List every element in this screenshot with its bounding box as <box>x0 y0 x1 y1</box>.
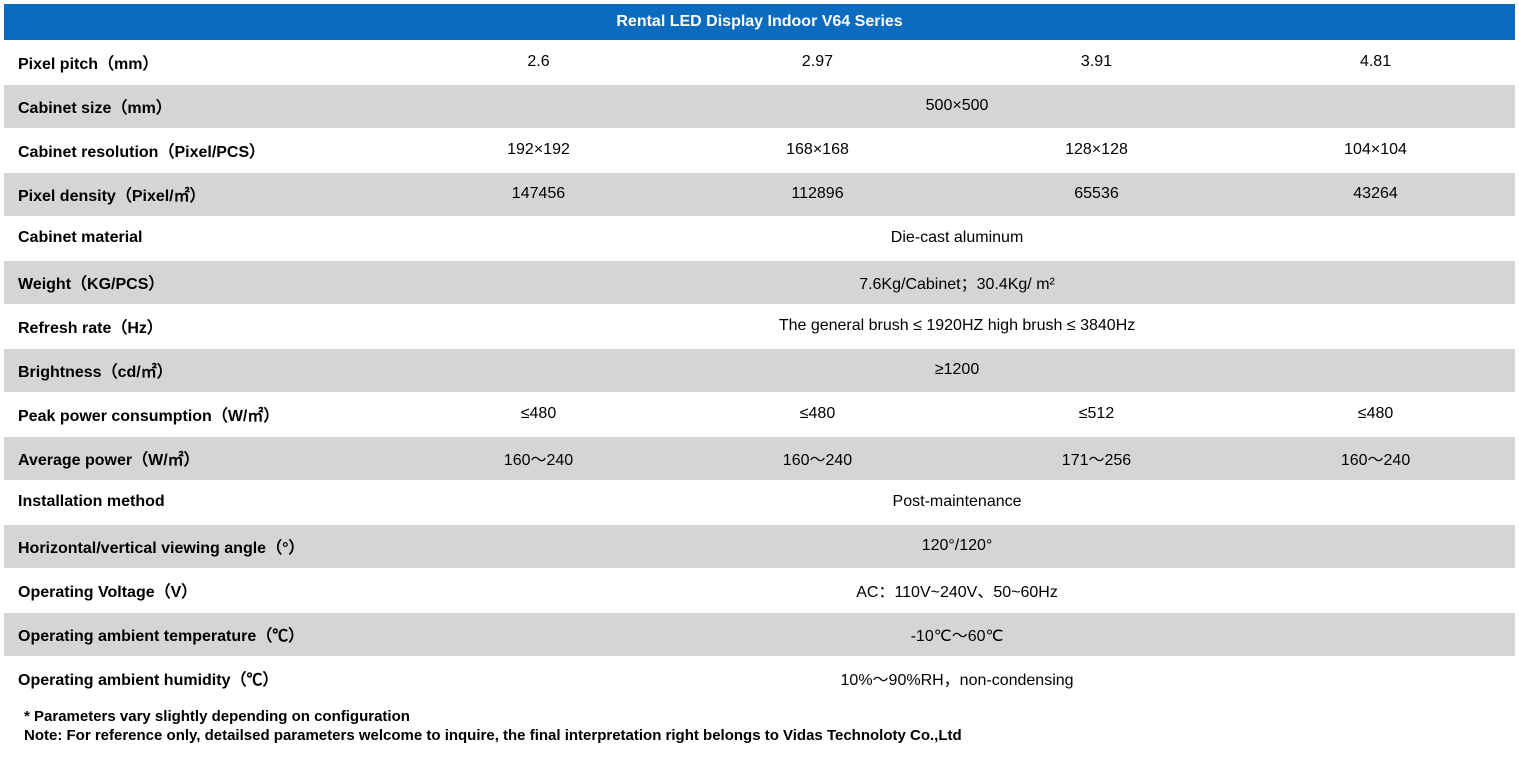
row-label: Operating ambient humidity（℃） <box>4 656 399 700</box>
footnote-line-1: * Parameters vary slightly depending on … <box>24 707 1515 727</box>
table-row: Horizontal/vertical viewing angle（°）120°… <box>4 524 1515 568</box>
row-label: Brightness（cd/㎡） <box>4 348 399 392</box>
row-label: Cabinet material <box>4 216 399 260</box>
row-value: 192×192 <box>399 128 678 172</box>
row-label: Refresh rate（Hz） <box>4 304 399 348</box>
row-value: 160～240 <box>399 436 678 480</box>
table-row: Operating Voltage（V）AC：110V~240V、50~60Hz <box>4 568 1515 612</box>
row-value: 2.6 <box>399 40 678 84</box>
row-value: 112896 <box>678 172 957 216</box>
row-value: 120°/120° <box>399 524 1515 568</box>
table-row: Installation methodPost-maintenance <box>4 480 1515 524</box>
row-value: 2.97 <box>678 40 957 84</box>
table-row: Brightness（cd/㎡）≥1200 <box>4 348 1515 392</box>
row-value: ≤480 <box>399 392 678 436</box>
row-label: Operating Voltage（V） <box>4 568 399 612</box>
table-row: Cabinet resolution（Pixel/PCS）192×192168×… <box>4 128 1515 172</box>
row-value: ≤480 <box>1236 392 1515 436</box>
row-label: Horizontal/vertical viewing angle（°） <box>4 524 399 568</box>
row-value: 171～256 <box>957 436 1236 480</box>
row-label: Pixel pitch（mm） <box>4 40 399 84</box>
table-row: Operating ambient temperature（℃）-10℃～60℃ <box>4 612 1515 656</box>
row-label: Average power（W/㎡） <box>4 436 399 480</box>
table-row: Cabinet size（mm）500×500 <box>4 84 1515 128</box>
row-value: The general brush ≤ 1920HZ high brush ≤ … <box>399 304 1515 348</box>
table-title: Rental LED Display Indoor V64 Series <box>4 4 1515 40</box>
row-value: 65536 <box>957 172 1236 216</box>
table-row: Refresh rate（Hz）The general brush ≤ 1920… <box>4 304 1515 348</box>
row-label: Pixel density（Pixel/㎡） <box>4 172 399 216</box>
row-value: AC：110V~240V、50~60Hz <box>399 568 1515 612</box>
footnote-line-2: Note: For reference only, detailsed para… <box>24 726 1515 746</box>
row-value: Post-maintenance <box>399 480 1515 524</box>
table-row: Operating ambient humidity（℃）10%～90%RH，n… <box>4 656 1515 700</box>
table-row: Weight（KG/PCS）7.6Kg/Cabinet；30.4Kg/ m² <box>4 260 1515 304</box>
row-label: Cabinet resolution（Pixel/PCS） <box>4 128 399 172</box>
spec-table: Rental LED Display Indoor V64 Series Pix… <box>4 4 1515 701</box>
row-value: 160～240 <box>678 436 957 480</box>
row-value: 500×500 <box>399 84 1515 128</box>
row-value: 128×128 <box>957 128 1236 172</box>
row-label: Weight（KG/PCS） <box>4 260 399 304</box>
row-value: ≥1200 <box>399 348 1515 392</box>
row-value: ≤512 <box>957 392 1236 436</box>
row-value: -10℃～60℃ <box>399 612 1515 656</box>
footnotes: * Parameters vary slightly depending on … <box>4 701 1515 746</box>
row-value: ≤480 <box>678 392 957 436</box>
row-label: Peak power consumption（W/㎡） <box>4 392 399 436</box>
row-label: Operating ambient temperature（℃） <box>4 612 399 656</box>
row-value: 43264 <box>1236 172 1515 216</box>
row-value: 10%～90%RH，non-condensing <box>399 656 1515 700</box>
table-row: Cabinet materialDie-cast aluminum <box>4 216 1515 260</box>
row-label: Cabinet size（mm） <box>4 84 399 128</box>
row-value: 4.81 <box>1236 40 1515 84</box>
row-value: 3.91 <box>957 40 1236 84</box>
table-row: Pixel density（Pixel/㎡）147456112896655364… <box>4 172 1515 216</box>
row-value: 147456 <box>399 172 678 216</box>
row-value: 104×104 <box>1236 128 1515 172</box>
table-row: Pixel pitch（mm）2.62.973.914.81 <box>4 40 1515 84</box>
row-value: Die-cast aluminum <box>399 216 1515 260</box>
table-row: Average power（W/㎡）160～240160～240171～2561… <box>4 436 1515 480</box>
row-value: 160～240 <box>1236 436 1515 480</box>
table-row: Peak power consumption（W/㎡）≤480≤480≤512≤… <box>4 392 1515 436</box>
row-value: 7.6Kg/Cabinet；30.4Kg/ m² <box>399 260 1515 304</box>
row-label: Installation method <box>4 480 399 524</box>
row-value: 168×168 <box>678 128 957 172</box>
